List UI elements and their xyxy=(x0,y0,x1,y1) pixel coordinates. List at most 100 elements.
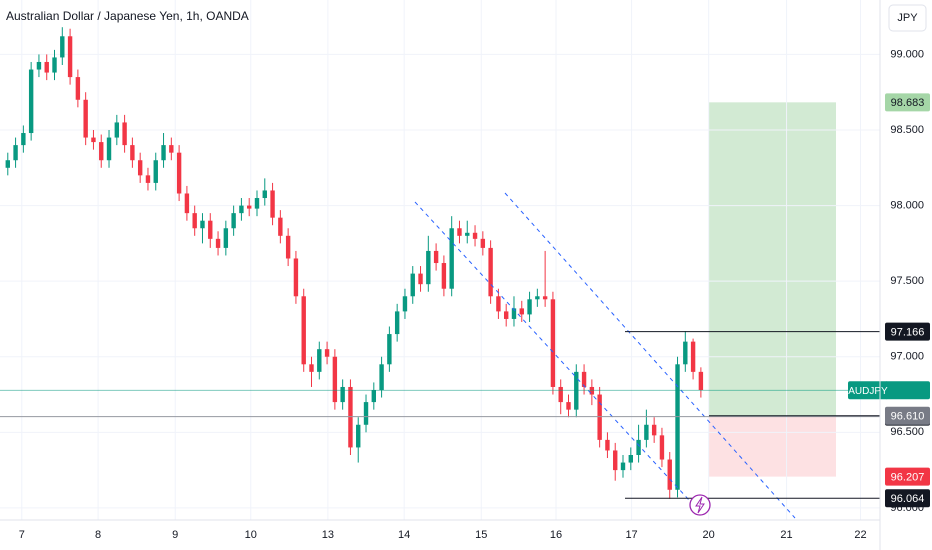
candle-body xyxy=(153,160,158,183)
candle-body xyxy=(441,263,447,289)
candle-body xyxy=(309,364,314,372)
front-layer: 96.00096.50097.00097.50098.00098.50099.0… xyxy=(0,48,930,541)
x-tick-label: 7 xyxy=(19,529,25,541)
candle-body xyxy=(75,77,81,100)
y-tick-label: 98.500 xyxy=(890,124,924,136)
candle-body xyxy=(394,311,400,335)
candle-body xyxy=(215,238,221,248)
candle-body xyxy=(363,402,369,425)
price-label-box xyxy=(885,93,930,112)
x-tick-label: 15 xyxy=(475,529,487,541)
candle-body xyxy=(465,232,470,236)
candle-body xyxy=(254,198,260,209)
y-tick-label: 96.500 xyxy=(890,426,924,438)
candle-body xyxy=(13,145,18,161)
x-tick-label: 13 xyxy=(322,529,334,541)
candle-body xyxy=(527,299,532,315)
candle-body xyxy=(332,356,338,403)
candle-body xyxy=(285,235,291,259)
x-tick-label: 8 xyxy=(95,529,101,541)
y-tick-label: 98.000 xyxy=(890,199,924,211)
candle-body xyxy=(301,296,306,365)
candle-body xyxy=(605,439,610,451)
stop-zone xyxy=(709,415,836,477)
candle-body xyxy=(597,394,602,440)
candle-body xyxy=(628,455,633,463)
candle-body xyxy=(91,137,96,143)
candle-body xyxy=(457,228,462,236)
symbol-tag: AUDJPY xyxy=(848,386,888,397)
channel-line xyxy=(414,201,701,513)
candle-body xyxy=(690,341,696,372)
price-label-box xyxy=(885,467,930,486)
currency-button[interactable] xyxy=(888,4,927,32)
candle-body xyxy=(130,145,135,161)
candle-body xyxy=(200,220,205,229)
candle-body xyxy=(683,341,688,365)
candle-body xyxy=(496,296,501,312)
candle-body xyxy=(620,462,626,471)
price-label: 97.166 xyxy=(891,327,925,339)
price-label: 96.610 xyxy=(891,411,925,423)
candle-body xyxy=(426,250,431,285)
candle-body xyxy=(340,386,345,403)
candle-body xyxy=(581,371,587,387)
y-tick-label: 99.000 xyxy=(890,48,924,60)
candle-body xyxy=(247,205,252,209)
target-zone xyxy=(709,102,836,416)
candle-body xyxy=(5,160,10,168)
candle-body xyxy=(60,36,65,58)
candle-body xyxy=(317,349,322,372)
candle-body xyxy=(371,390,377,403)
candle-body xyxy=(644,424,649,440)
candle-body xyxy=(418,273,423,285)
candle-body xyxy=(613,450,618,471)
candle-body xyxy=(36,61,42,70)
price-label-box xyxy=(885,381,930,400)
candle-body xyxy=(28,69,34,134)
candle-body xyxy=(239,205,244,214)
candle-body xyxy=(262,190,267,199)
candle-body xyxy=(278,217,283,236)
lightning-icon xyxy=(695,496,705,514)
candle-body xyxy=(44,61,49,73)
event-icon[interactable] xyxy=(689,494,711,516)
currency-label: JPY xyxy=(897,12,918,24)
x-tick-label: 14 xyxy=(398,529,410,541)
candles-layer xyxy=(5,27,704,499)
candle-body xyxy=(503,311,509,319)
candle-body xyxy=(480,238,486,248)
price-label: 96.207 xyxy=(891,472,925,484)
candle-body xyxy=(223,228,229,248)
candle-body xyxy=(550,299,556,387)
price-label-box xyxy=(885,489,930,508)
candle-body xyxy=(449,228,454,289)
candle-body xyxy=(67,36,73,78)
x-tick-label: 16 xyxy=(550,529,562,541)
candle-body xyxy=(519,308,524,315)
candle-body xyxy=(566,402,571,410)
candle-body xyxy=(137,160,143,176)
candle-body xyxy=(145,175,151,183)
candle-body xyxy=(324,349,330,357)
price-label-box xyxy=(885,406,930,425)
candle-body xyxy=(83,99,88,138)
candle-body xyxy=(293,258,299,297)
candle-body xyxy=(402,296,408,312)
symbol-tag-box xyxy=(848,381,888,400)
x-tick-label: 17 xyxy=(625,529,637,541)
candle-body xyxy=(270,190,275,218)
chart-title: Australian Dollar / Japanese Yen, 1h, OA… xyxy=(6,9,249,23)
candle-body xyxy=(433,250,439,264)
x-tick-label: 20 xyxy=(703,529,715,541)
y-tick-label: 97.000 xyxy=(890,351,924,363)
candle-body xyxy=(106,137,112,161)
candle-body xyxy=(161,145,166,161)
candle-body xyxy=(574,371,579,410)
candle-body xyxy=(698,371,704,390)
candle-body xyxy=(184,193,190,214)
candle-body xyxy=(114,122,120,138)
candle-body xyxy=(675,364,680,490)
price-label: 96.064 xyxy=(891,493,925,505)
